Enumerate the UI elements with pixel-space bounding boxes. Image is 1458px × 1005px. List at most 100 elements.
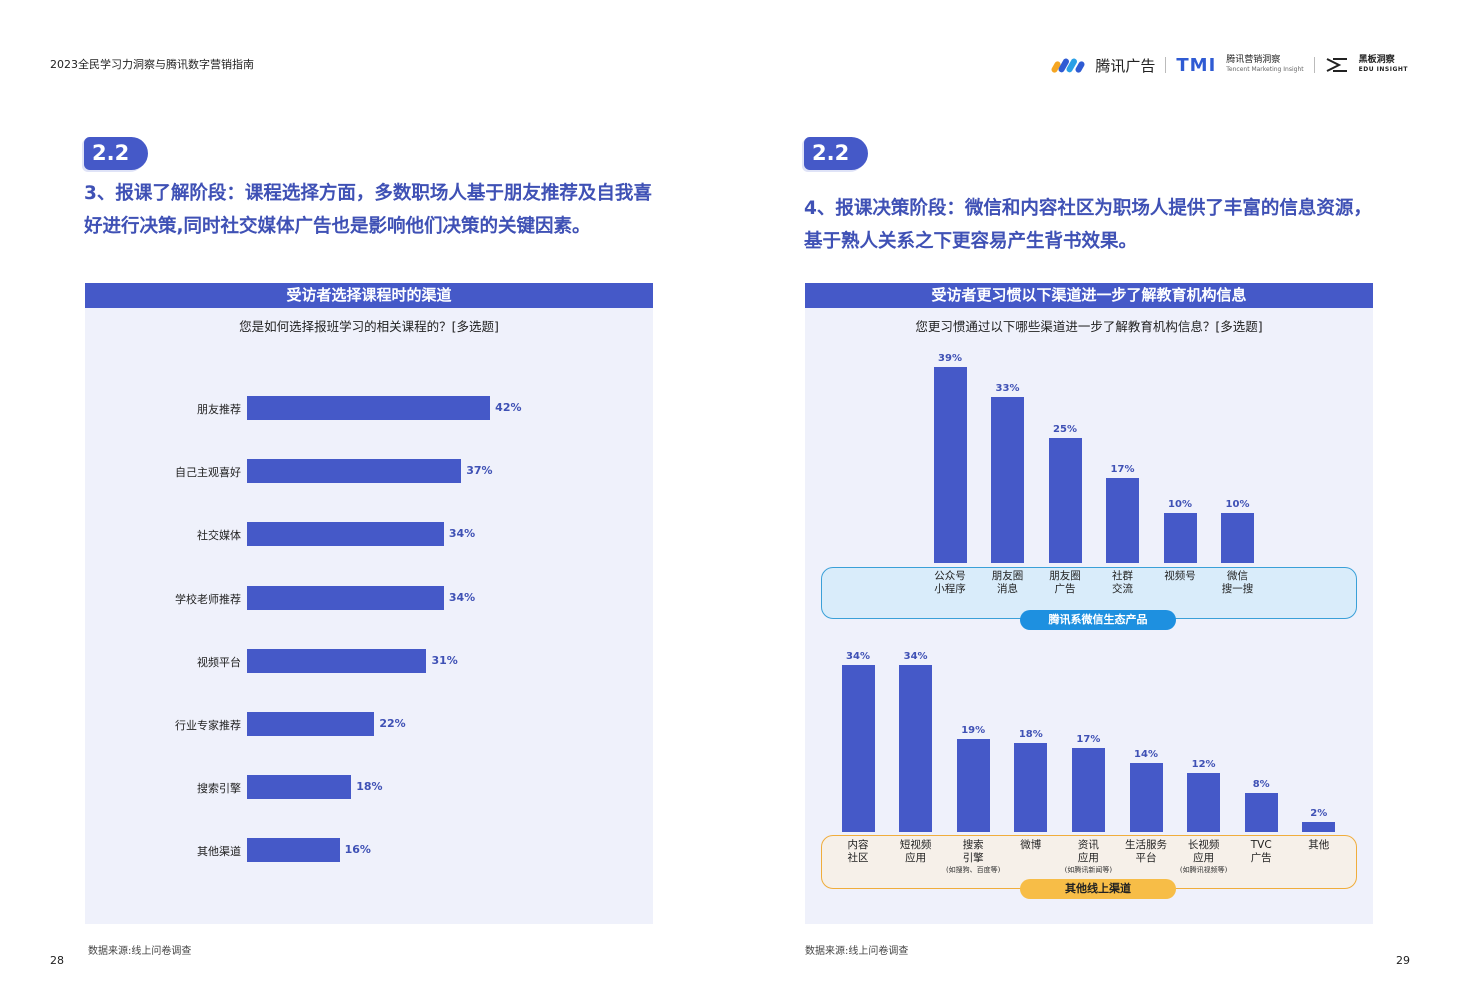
bar [1244,792,1278,832]
bar-value-label: 37% [466,464,493,478]
bar [247,775,352,800]
bar-value-label: 39% [938,353,962,365]
edu-logo-en: EDU INSIGHT [1358,66,1408,73]
vertical-bar-chart-other: 34% 内容 社区 34% 短视频 应用 19% 搜索 引擎 (如搜狗、百度等) 18% 微博 17% 资… [805,283,1373,924]
group-label-other: 其他线上渠道 [1020,879,1176,899]
bar-category-label: 自己主观喜好 [175,466,241,480]
edu-insight-logo-text: 黑板洞察 EDU INSIGHT [1359,56,1408,74]
bar [247,712,375,736]
bar-category-label: 朋友圈 广告 [1033,570,1097,596]
bar-value-label: 17% [1076,734,1101,746]
category-line-1: 微信 [1227,570,1248,582]
bar-value-label: 2% [1310,808,1328,820]
chart-question-left: 您是如何选择报班学习的相关课程的？[多选题] [239,319,499,334]
bar-value-label: 34% [903,650,928,662]
bar [1048,437,1082,563]
bar [247,648,427,673]
category-note: (如搜狗、百度等) [945,866,1001,874]
vertical-bar-chart-wechat: 39% 公众号 小程序 33% 朋友圈 消息 25% 朋友圈 广告 17% 社群 交流 10% 视频号 10… [805,283,1373,924]
bar [1187,772,1221,832]
category-line-2: 应用 [905,852,927,864]
bar-category-label: 微博 [999,839,1063,852]
tmi-logo-en: Tencent Marketing Insight [1226,66,1304,73]
bar-value-label: 17% [1110,463,1135,475]
bar [1129,763,1163,832]
bar-category-label: 内容 社区 [826,839,890,865]
category-line-2: 应用 [1077,852,1099,864]
group-label-wechat: 腾讯系微信生态产品 [1020,610,1176,630]
category-line-2: 广告 [1054,583,1076,595]
chart-panel-left: 受访者选择课程时的渠道 您是如何选择报班学习的相关课程的？[多选题] 朋友推荐 4… [85,283,653,924]
category-line-1: TVC [1250,839,1272,851]
section-badge-left: 2.2 [84,137,148,170]
data-source-right: 数据来源:线上问卷调查 [805,946,909,957]
category-line-1: 朋友圈 [991,570,1024,582]
bar-category-label: 社交媒体 [197,529,241,543]
bar-category-label: 公众号 小程序 [918,570,982,596]
bar-value-label: 18% [356,780,383,794]
bar [1221,512,1254,563]
category-note: (如腾讯新闻等) [1064,866,1113,874]
chart-title-right: 受访者更习惯以下渠道进一步了解教育机构信息 [805,283,1373,308]
category-line-1: 搜索 [962,839,984,851]
heading-line-1: 3、报课了解阶段：课程选择方面，多数职场人基于朋友推荐及自我喜 [84,183,652,204]
horizontal-bar-chart: 朋友推荐 42% 自己主观喜好 37% 社交媒体 34% 学校老师推荐 34% 视频平台 31% 行… [85,283,653,924]
bar-value-label: 34% [448,527,476,541]
bar-category-label: 学校老师推荐 [175,592,241,606]
bar-category-label: 视频平台 [197,655,241,669]
section-heading-left: 3、报课了解阶段：课程选择方面，多数职场人基于朋友推荐及自我喜 好进行决策,同时… [84,177,674,243]
bar-category-label: 其他 [1287,839,1351,852]
bar-value-label: 8% [1252,778,1270,790]
category-line-1: 内容 [847,839,869,851]
category-line-1: 短视频 [899,839,932,851]
category-line-2: 引擎 [962,852,984,864]
bar-value-label: 19% [961,724,986,736]
bar-value-label: 31% [431,653,458,667]
bar-category-label: 行业专家推荐 [175,719,241,732]
tmi-logo-text: TMI [1176,54,1217,76]
category-line-2: 广告 [1250,852,1272,864]
category-line-1: 生活服务 [1125,839,1167,851]
category-line-2: 搜一搜 [1221,583,1254,595]
heading-line-1: 4、报课决策阶段：微信和内容社区为职场人提供了丰富的信息资源， [804,198,1372,219]
page-number-left: 28 [50,954,64,967]
bar [247,838,340,863]
page-number-right: 29 [1396,954,1410,967]
bar-category-label: 短视频 应用 [884,839,948,865]
edu-insight-logo-icon [1326,58,1347,72]
bar-category-label: 搜索 引擎 (如搜狗、百度等) [941,839,1005,875]
bar-category-label: 朋友推荐 [197,403,241,416]
bar-category-label: 社群 交流 [1091,570,1155,596]
bar-value-label: 10% [1168,498,1192,510]
bar-category-label: 微信 搜一搜 [1206,570,1270,596]
category-line-2: 小程序 [934,583,966,595]
category-line-2: 交流 [1112,583,1133,595]
logo-divider [1313,57,1315,73]
logo-bar: 腾讯广告 TMI 腾讯营销洞察 Tencent Marketing Insigh… [1051,52,1408,78]
category-line-2: 社区 [847,852,869,864]
data-source-left: 数据来源:线上问卷调查 [88,946,192,957]
category-line-1: 微博 [1020,839,1042,851]
bar-value-label: 12% [1191,758,1216,770]
category-line-1: 长视频 [1187,839,1220,851]
bar [1163,512,1197,563]
bar [1071,748,1105,832]
bar-value-label: 22% [379,717,406,730]
bar [247,522,444,547]
bar-value-label: 14% [1134,749,1158,761]
bar-category-label: TVC 广告 [1229,839,1293,865]
bar-category-label: 长视频 应用 (如腾讯视频等) [1172,839,1236,875]
chart-title-left: 受访者选择课程时的渠道 [85,283,653,308]
bar-category-label: 搜索引擎 [197,782,241,796]
category-line-1: 公众号 [934,570,966,582]
heading-line-2: 基于熟人关系之下更容易产生背书效果。 [804,231,1138,252]
bar-category-label: 资讯 应用 (如腾讯新闻等) [1056,839,1120,875]
heading-line-2: 好进行决策,同时社交媒体广告也是影响他们决策的关键因素。 [84,216,591,237]
category-line-1: 朋友圈 [1049,570,1081,582]
bar [247,396,491,420]
bar [247,585,444,610]
bar [991,397,1024,563]
logo-divider [1165,57,1167,73]
report-title: 2023全民学习力洞察与腾讯数字营销指南 [50,58,254,71]
bar [1106,477,1139,563]
